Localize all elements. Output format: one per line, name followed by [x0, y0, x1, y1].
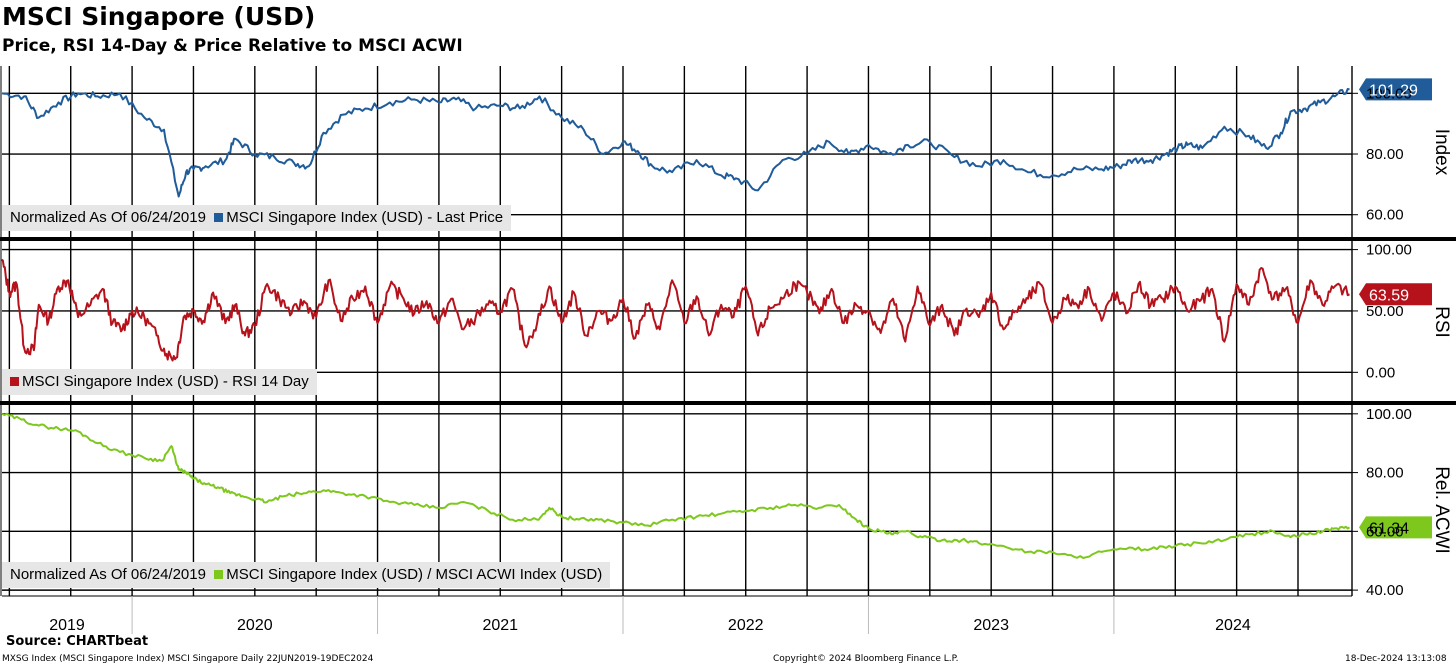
price-series-line	[1, 88, 1350, 198]
x-year-label: 2023	[973, 617, 1009, 634]
panel-separator	[0, 237, 1456, 241]
source-label: Source: CHARTbeat	[6, 634, 149, 649]
relative-series-line	[1, 412, 1351, 559]
price-ytick-label: 100.00	[1366, 85, 1412, 102]
relative-last-value-label: 61.34	[1369, 520, 1409, 537]
x-year-label: 2019	[49, 617, 85, 634]
x-year-label: 2021	[482, 617, 518, 634]
rsi-series-line	[1, 258, 1350, 362]
relative-ytick-label: 80.00	[1366, 465, 1404, 482]
relative-ytick-label: 40.00	[1366, 582, 1404, 599]
footer-copyright: Copyright© 2024 Bloomberg Finance L.P.	[773, 654, 959, 664]
price-ytick-label: 60.00	[1366, 207, 1404, 224]
relative-legend-swatch	[214, 570, 224, 579]
price-last-value-label: 101.29	[1369, 82, 1418, 99]
rsi-legend-label: MSCI Singapore Index (USD) - RSI 14 Day	[22, 373, 309, 390]
price-last-value-badge	[1359, 78, 1432, 101]
relative-normalized-note: Normalized As Of 06/24/2019	[10, 566, 206, 583]
rsi-last-value-label: 63.59	[1369, 287, 1409, 304]
x-year-label: 2020	[237, 617, 273, 634]
rsi-legend-swatch	[10, 377, 19, 386]
x-year-label: 2022	[728, 617, 764, 634]
x-year-label: 2024	[1215, 617, 1251, 634]
panel-separator	[0, 401, 1456, 405]
relative-ytick-label: 60.00	[1366, 523, 1404, 540]
price-ytick-label: 80.00	[1366, 146, 1404, 163]
relative-legend-label: MSCI Singapore Index (USD) / MSCI ACWI I…	[226, 566, 603, 583]
relative-last-value-badge	[1359, 516, 1432, 539]
footer-left: MXSG Index (MSCI Singapore Index) MSCI S…	[2, 654, 374, 664]
chart-title: MSCI Singapore (USD)	[2, 2, 316, 31]
relative-axis-title: Rel. ACWI	[1431, 466, 1452, 554]
rsi-axis-title: RSI	[1431, 306, 1452, 338]
price-axis-title: Index	[1431, 129, 1452, 176]
rsi-ytick-label: 50.00	[1366, 303, 1404, 320]
price-legend-label: MSCI Singapore Index (USD) - Last Price	[226, 209, 504, 226]
price-legend: Normalized As Of 06/24/2019 MSCI Singapo…	[2, 205, 512, 231]
relative-ytick-label: 100.00	[1366, 406, 1412, 423]
relative-legend: Normalized As Of 06/24/2019 MSCI Singapo…	[2, 562, 611, 588]
rsi-last-value-badge	[1359, 283, 1432, 306]
chart-subtitle: Price, RSI 14-Day & Price Relative to MS…	[2, 36, 463, 56]
rsi-ytick-label: 0.00	[1366, 364, 1395, 381]
rsi-legend: MSCI Singapore Index (USD) - RSI 14 Day	[2, 369, 317, 395]
footer-date: 18-Dec-2024 13:13:08	[1345, 654, 1447, 664]
price-normalized-note: Normalized As Of 06/24/2019	[10, 209, 206, 226]
rsi-ytick-label: 100.00	[1366, 242, 1412, 259]
price-legend-swatch	[214, 213, 224, 222]
